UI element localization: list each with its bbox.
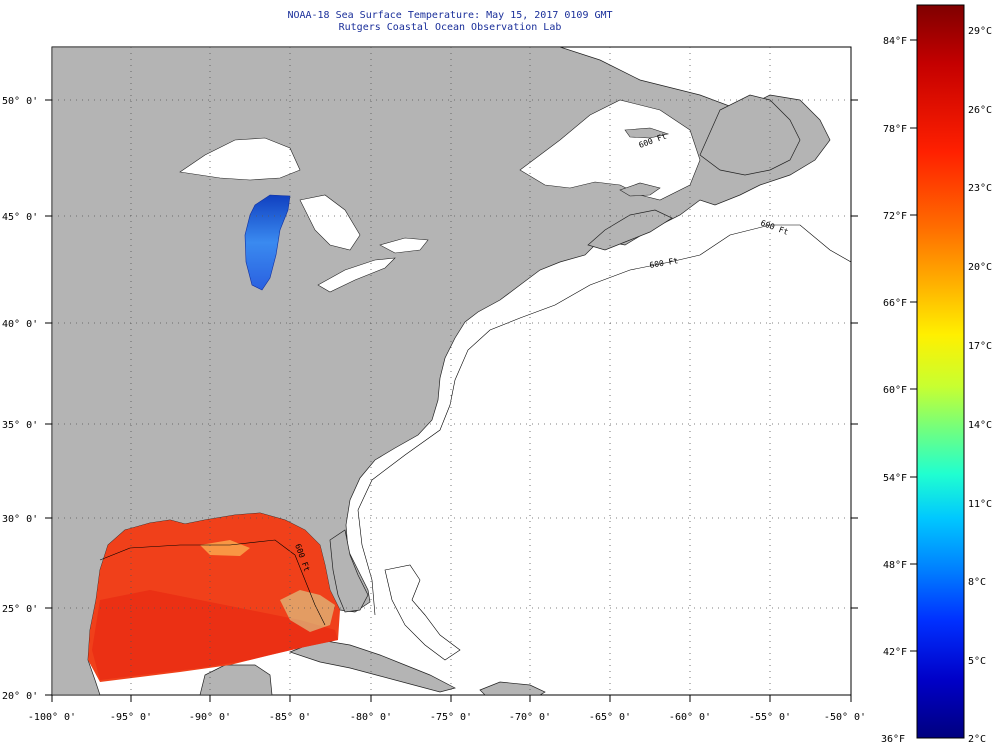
land-hispaniola (479, 681, 546, 695)
lon-label: -85° 0' (269, 712, 311, 723)
isobath-bahamas (384, 564, 461, 661)
isobath-gulf (99, 539, 326, 626)
colorbar-c-label: 17°C (968, 341, 992, 352)
land-anticosti (624, 127, 670, 139)
colorbar-f-label: 54°F (883, 473, 907, 484)
colorbar-f-label: 78°F (883, 124, 907, 135)
lat-label: 25° 0' (2, 604, 38, 615)
lon-label: -60° 0' (669, 712, 711, 723)
land-cuba (288, 639, 456, 693)
lon-label: -95° 0' (110, 712, 152, 723)
colorbar-c-label: 20°C (968, 262, 992, 273)
lon-labels: -100° 0' -95° 0' -90° 0' -85° 0' -80° 0'… (28, 712, 866, 723)
colorbar-f-label: 84°F (883, 36, 907, 47)
colorbar-f-label: 60°F (883, 385, 907, 396)
map-title: NOAA-18 Sea Surface Temperature: May 15,… (287, 10, 613, 21)
colorbar-c-label: 23°C (968, 183, 992, 194)
lon-label: -75° 0' (430, 712, 472, 723)
colorbar-c-label: 29°C (968, 26, 992, 37)
lat-label: 35° 0' (2, 420, 38, 431)
colorbar-gradient (916, 4, 965, 739)
colorbar-c-label: 26°C (968, 105, 992, 116)
lat-label: 40° 0' (2, 319, 38, 330)
colorbar-c-label: 5°C (968, 656, 986, 667)
lon-label: -80° 0' (350, 712, 392, 723)
lake-superior (179, 137, 301, 181)
grid-lines (52, 47, 851, 695)
lon-label: -50° 0' (824, 712, 866, 723)
colorbar-ticks (910, 39, 917, 652)
gulf-sst-warm-band (92, 590, 338, 680)
land-pei (619, 182, 661, 197)
lon-label: -90° 0' (189, 712, 231, 723)
land-newfoundland (699, 94, 801, 176)
lat-labels: 50° 0' 45° 0' 40° 0' 35° 0' 30° 0' 25° 0… (2, 96, 38, 702)
lat-label: 45° 0' (2, 212, 38, 223)
lake-michigan-sst (244, 194, 291, 291)
lon-label: -70° 0' (509, 712, 551, 723)
map-subtitle: Rutgers Coastal Ocean Observation Lab (338, 22, 562, 33)
isobath-atlantic (357, 224, 851, 616)
gulf-sst-cool-streaks (280, 590, 335, 632)
colorbar-c-label: 11°C (968, 499, 992, 510)
land-nova-scotia (587, 209, 673, 251)
lon-label: -100° 0' (28, 712, 76, 723)
colorbar-f-label: 42°F (883, 647, 907, 658)
lake-ontario (379, 237, 429, 254)
lake-erie (317, 257, 396, 293)
land-yucatan (199, 664, 273, 695)
land-mass (52, 47, 831, 695)
lat-label: 20° 0' (2, 691, 38, 702)
lake-huron (299, 194, 361, 251)
colorbar-c-label: 2°C (968, 734, 986, 745)
colorbar-c-label: 8°C (968, 577, 986, 588)
frame-ticks (45, 99, 858, 702)
colorbar-f-label: 36°F (881, 734, 905, 745)
lat-label: 30° 0' (2, 514, 38, 525)
colorbar: 84°F 78°F 72°F 66°F 60°F 54°F 48°F 42°F … (881, 4, 992, 745)
colorbar-f-label: 72°F (883, 211, 907, 222)
colorbar-f-label: 48°F (883, 560, 907, 571)
lon-label: -55° 0' (749, 712, 791, 723)
lon-label: -65° 0' (589, 712, 631, 723)
lat-label: 50° 0' (2, 96, 38, 107)
colorbar-c-label: 14°C (968, 420, 992, 431)
colorbar-f-label: 66°F (883, 298, 907, 309)
land-florida (329, 529, 369, 613)
